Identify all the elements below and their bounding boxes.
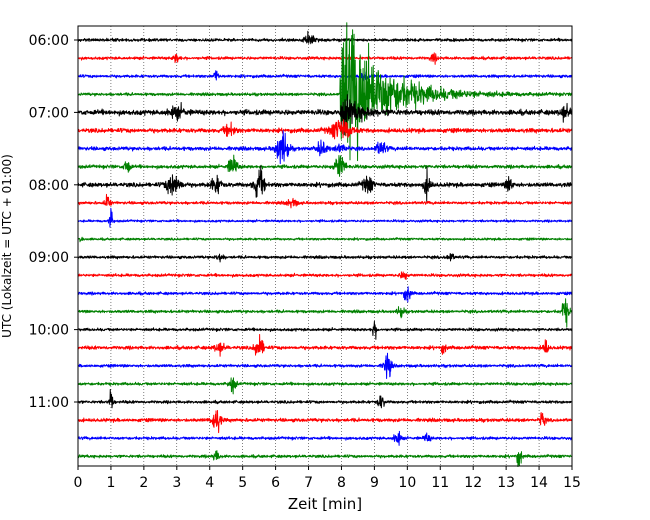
plot-frame: [77, 25, 573, 467]
y-axis-ticks: 06:00 07:00 08:00 09:00 10:00 11:00: [29, 33, 78, 411]
y-axis-label: UTC (Lokalzeit = UTC + 01:00): [0, 154, 14, 338]
y-tick-label: 06:00: [29, 33, 69, 49]
x-tick-label: 0: [74, 475, 83, 491]
trace-row: [77, 333, 573, 357]
trace-row: [77, 119, 573, 140]
x-tick-label: 12: [464, 475, 482, 491]
trace-row: [77, 430, 573, 446]
y-tick-label: 08:00: [29, 178, 69, 194]
x-tick-label: 4: [205, 475, 214, 491]
trace-row: [77, 450, 573, 468]
x-tick-label: 15: [563, 475, 581, 491]
x-axis-ticks: 0 1 2 3 4 5 6 7 8 9 10 11 12 13 14 15: [74, 466, 581, 491]
grid-lines: [110, 26, 540, 466]
trace-row: [77, 271, 573, 280]
trace-row: [77, 298, 573, 328]
y-tick-label: 09:00: [29, 250, 69, 266]
trace-row: [77, 410, 573, 434]
seismic-traces: [77, 22, 573, 468]
trace-row: [77, 154, 573, 177]
x-tick-label: 2: [139, 475, 148, 491]
y-tick-label: 10:00: [29, 323, 69, 339]
x-tick-label: 7: [304, 475, 313, 491]
trace-row: [77, 352, 573, 380]
trace-row: [77, 193, 573, 209]
trace-row: [77, 253, 573, 263]
trace-row: [77, 236, 573, 243]
x-tick-label: 14: [530, 475, 548, 491]
trace-row: [77, 388, 573, 409]
x-axis-label: Zeit [min]: [288, 495, 362, 513]
x-tick-label: 8: [337, 475, 346, 491]
trace-row: [77, 130, 573, 165]
x-tick-label: 11: [431, 475, 449, 491]
trace-row: [77, 207, 573, 228]
trace-row: [77, 30, 573, 45]
x-tick-label: 10: [398, 475, 416, 491]
x-tick-label: 5: [238, 475, 247, 491]
y-tick-label: 11:00: [29, 395, 69, 411]
trace-row: [77, 165, 573, 202]
y-tick-label: 07:00: [29, 105, 69, 121]
trace-row: [77, 286, 573, 303]
x-tick-label: 1: [106, 475, 115, 491]
trace-row: [77, 377, 573, 395]
x-tick-label: 6: [271, 475, 280, 491]
x-tick-label: 3: [172, 475, 181, 491]
x-tick-label: 9: [370, 475, 379, 491]
trace-row: [77, 320, 573, 340]
trace-row: [77, 94, 573, 136]
trace-row: [77, 52, 573, 65]
x-tick-label: 13: [497, 475, 515, 491]
trace-row: [77, 22, 573, 162]
trace-row: [77, 70, 573, 82]
